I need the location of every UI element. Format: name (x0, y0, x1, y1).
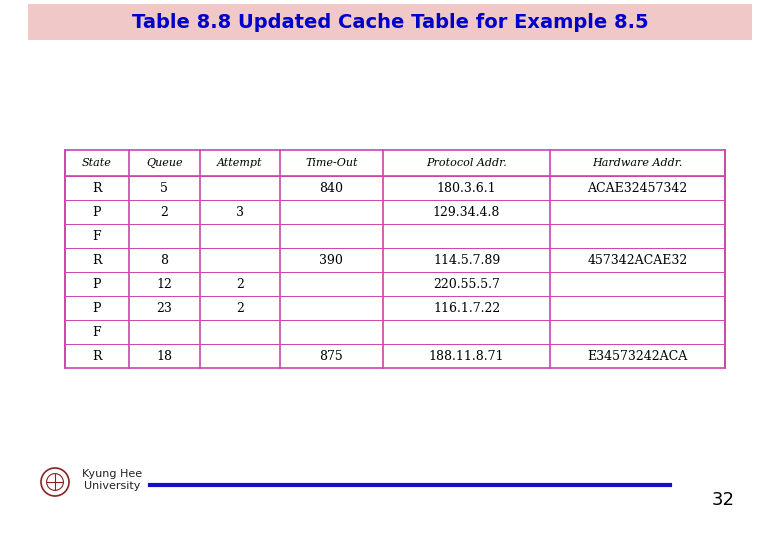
Text: 2: 2 (161, 206, 168, 219)
Text: 457342ACAE32: 457342ACAE32 (587, 253, 688, 267)
Text: 2: 2 (236, 301, 244, 314)
Text: 220.55.5.7: 220.55.5.7 (433, 278, 500, 291)
Text: R: R (92, 349, 101, 362)
Text: F: F (93, 230, 101, 242)
Text: P: P (93, 206, 101, 219)
Text: 18: 18 (157, 349, 172, 362)
Text: 114.5.7.89: 114.5.7.89 (433, 253, 500, 267)
Text: F: F (93, 326, 101, 339)
Text: ACAE32457342: ACAE32457342 (587, 181, 688, 194)
Text: State: State (82, 158, 112, 168)
Text: R: R (92, 181, 101, 194)
Text: 3: 3 (236, 206, 244, 219)
Text: 23: 23 (157, 301, 172, 314)
Text: 12: 12 (157, 278, 172, 291)
Text: E34573242ACA: E34573242ACA (587, 349, 688, 362)
Text: 2: 2 (236, 278, 244, 291)
Text: Protocol Addr.: Protocol Addr. (426, 158, 507, 168)
Text: R: R (92, 253, 101, 267)
Text: 188.11.8.71: 188.11.8.71 (429, 349, 505, 362)
Text: 116.1.7.22: 116.1.7.22 (433, 301, 500, 314)
Text: 129.34.4.8: 129.34.4.8 (433, 206, 500, 219)
Text: 5: 5 (161, 181, 168, 194)
Text: 8: 8 (161, 253, 168, 267)
Text: 180.3.6.1: 180.3.6.1 (437, 181, 496, 194)
Text: P: P (93, 301, 101, 314)
Text: P: P (93, 278, 101, 291)
Text: 390: 390 (320, 253, 343, 267)
Text: Queue: Queue (146, 158, 183, 168)
Text: Kyung Hee
University: Kyung Hee University (82, 469, 142, 491)
Text: Attempt: Attempt (217, 158, 263, 168)
Text: 32: 32 (712, 491, 735, 509)
Text: 875: 875 (320, 349, 343, 362)
Bar (65, 150, 725, 368)
FancyBboxPatch shape (28, 4, 752, 40)
Text: Table 8.8 Updated Cache Table for Example 8.5: Table 8.8 Updated Cache Table for Exampl… (132, 12, 648, 31)
Text: Time-Out: Time-Out (305, 158, 358, 168)
Text: Hardware Addr.: Hardware Addr. (592, 158, 682, 168)
Text: 840: 840 (319, 181, 343, 194)
